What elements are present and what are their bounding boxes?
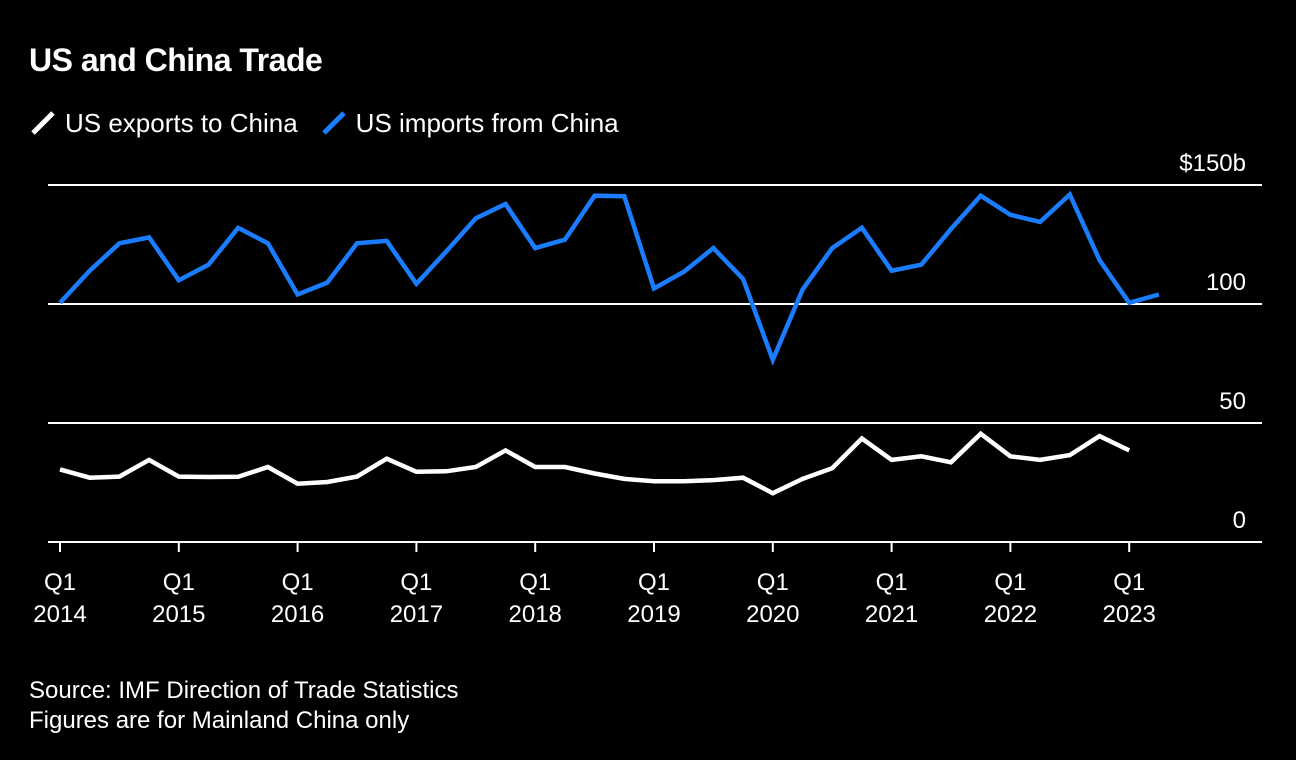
- figure-note: Figures are for Mainland China only: [29, 707, 410, 734]
- x-tick-quarter-label-2023-Q1: Q1: [1113, 569, 1145, 596]
- x-tick-year-label-2019-Q1: 2019: [627, 601, 680, 628]
- legend-swatch-imports-icon: [321, 111, 346, 135]
- x-tick-quarter-label-2018-Q1: Q1: [519, 569, 551, 596]
- x-tick-year-label-2021-Q1: 2021: [865, 601, 918, 628]
- x-tick-quarter-label-2022-Q1: Q1: [994, 569, 1026, 596]
- x-tick-year-label-2015-Q1: 2015: [152, 601, 205, 628]
- x-tick-year-label-2020-Q1: 2020: [746, 601, 799, 628]
- x-tick-quarter-label-2019-Q1: Q1: [638, 569, 670, 596]
- legend: US exports to China US imports from Chin…: [29, 106, 641, 140]
- x-tick-quarter-label-2017-Q1: Q1: [400, 569, 432, 596]
- x-tick-year-label-2017-Q1: 2017: [390, 601, 443, 628]
- x-tick-quarter-label-2016-Q1: Q1: [282, 569, 314, 596]
- legend-swatch-exports-icon: [31, 111, 55, 135]
- footnotes: Source: IMF Direction of Trade Statistic…: [29, 676, 458, 736]
- gridlines: [48, 184, 1262, 424]
- series-line-exports: [59, 430, 1131, 496]
- x-tick-year-label-2016-Q1: 2016: [271, 601, 324, 628]
- legend-item-imports: US imports from China: [320, 108, 619, 139]
- x-tick-year-label-2022-Q1: 2022: [984, 601, 1037, 628]
- y-tick-label-100: 100: [1206, 269, 1246, 296]
- legend-label-exports: US exports to China: [65, 107, 298, 138]
- x-tick-year-label-2018-Q1: 2018: [509, 601, 562, 628]
- x-tick-quarter-label-2015-Q1: Q1: [163, 569, 195, 596]
- series-line-imports: [58, 190, 1160, 367]
- source-note: Source: IMF Direction of Trade Statistic…: [29, 677, 459, 704]
- chart-title: US and China Trade: [29, 42, 323, 78]
- legend-item-exports: US exports to China: [29, 108, 298, 139]
- y-tick-label-150: $150b: [1179, 150, 1246, 177]
- legend-swatch-imports-stroke: [321, 111, 346, 135]
- y-tick-label-0: 0: [1233, 507, 1246, 534]
- x-tick-quarter-label-2020-Q1: Q1: [757, 569, 789, 596]
- series-lines: [58, 190, 1160, 496]
- x-tick-year-label-2014-Q1: 2014: [33, 601, 86, 628]
- x-tick-quarter-label-2014-Q1: Q1: [44, 569, 76, 596]
- x-tick-year-label-2023-Q1: 2023: [1103, 601, 1156, 628]
- legend-label-imports: US imports from China: [355, 107, 619, 138]
- x-axis: Q1 2014 Q1 2015 Q1 2016 Q1 2017 Q1 2018 Q1 2019 Q1 20…: [33, 541, 1262, 628]
- legend-swatch-exports-stroke: [31, 111, 55, 135]
- y-tick-label-50: 50: [1219, 388, 1246, 415]
- y-axis-labels: $150b 100 50 0: [1179, 150, 1246, 534]
- x-tick-quarter-label-2021-Q1: Q1: [876, 569, 908, 596]
